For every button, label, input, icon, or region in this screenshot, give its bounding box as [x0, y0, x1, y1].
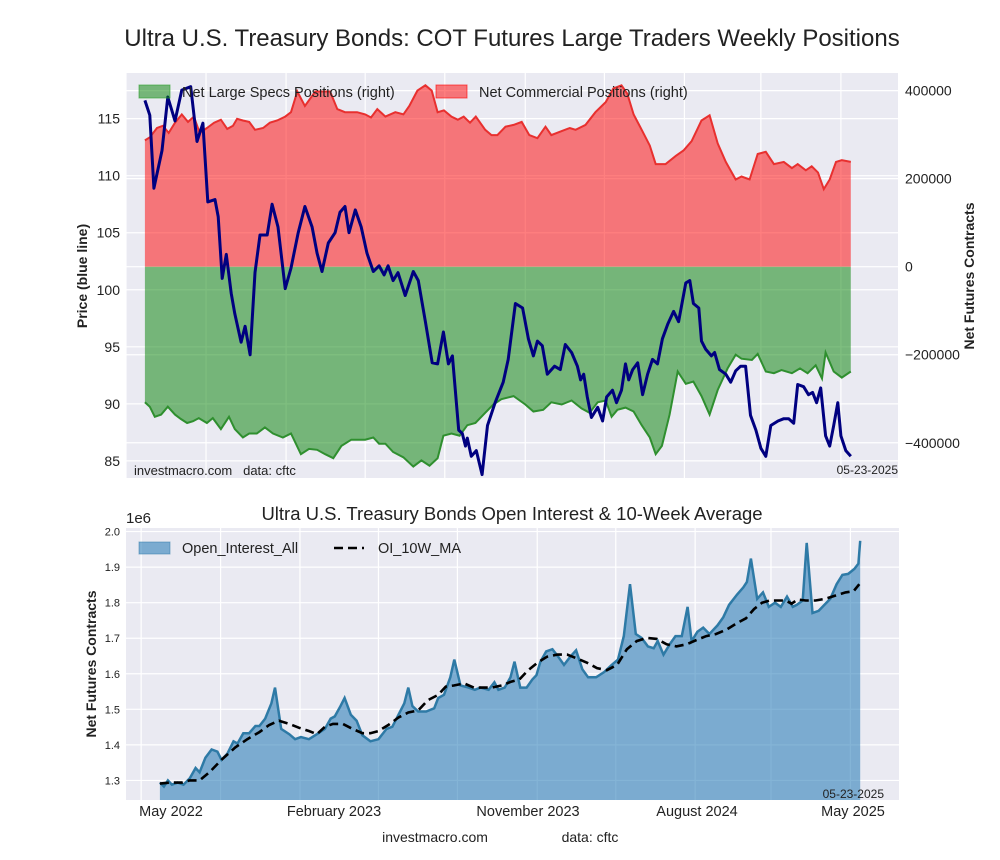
y-tick-label: 1.8: [105, 598, 120, 610]
y-tick-label: 2.0: [105, 527, 120, 539]
y-tick-label: 1.6: [105, 669, 120, 681]
right-tick-label: −200000: [905, 347, 960, 363]
x-tick-label: May 2022: [139, 804, 203, 820]
right-tick-label: −400000: [905, 435, 960, 451]
y-tick-label: 1.4: [105, 740, 120, 752]
left-tick-label: 110: [98, 168, 121, 184]
left-tick-label: 100: [97, 282, 121, 298]
bottom-y-axis-label: Net Futures Contracts: [83, 590, 99, 737]
x-tick-label: May 2025: [821, 804, 885, 820]
figure-title: Ultra U.S. Treasury Bonds: COT Futures L…: [124, 25, 899, 52]
y-offset-label: 1e6: [126, 510, 151, 527]
x-tick-label: February 2023: [287, 804, 381, 820]
legend-label-oi: Open_Interest_All: [182, 541, 298, 557]
oi-10w-ma-line: [159, 583, 861, 785]
left-tick-label: 90: [104, 396, 120, 412]
commercial-line: [144, 84, 851, 192]
bottom-chart-title: Ultra U.S. Treasury Bonds Open Interest …: [261, 503, 762, 524]
specs-line: [144, 348, 852, 468]
x-tick-label: August 2024: [656, 804, 737, 820]
right-tick-label: 0: [905, 259, 913, 275]
y-tick-label: 1.3: [105, 775, 120, 787]
y-tick-label: 1.7: [105, 633, 120, 645]
legend-label-ma: OI_10W_MA: [378, 541, 461, 557]
bottom-x-axis-ticks: May 2022 February 2023 November 2023 August…: [139, 804, 885, 820]
top-chart: 85 90 95 100 105 110 115 −400000 −200000 0 200000…: [74, 73, 977, 478]
y-tick-label: 1.5: [105, 704, 120, 716]
bottom-footer-site: investmacro.com: [382, 829, 488, 845]
left-tick-label: 95: [104, 339, 120, 355]
legend-swatch-specs: [138, 84, 171, 99]
left-axis-label: Price (blue line): [74, 224, 90, 328]
right-axis-label: Net Futures Contracts: [961, 202, 977, 349]
bottom-annotation-date: 05-23-2025: [823, 787, 885, 801]
bottom-y-axis-ticks: 1.3 1.4 1.5 1.6 1.7 1.8 1.9 2.0: [105, 527, 120, 788]
y-tick-label: 1.9: [105, 562, 120, 574]
right-tick-label: 400000: [905, 83, 952, 99]
open-interest-line: [159, 540, 862, 789]
legend-swatch-oi: [138, 541, 171, 555]
right-axis-ticks: −400000 −200000 0 200000 400000: [905, 83, 960, 451]
top-footer-source: investmacro.com data: cftc: [134, 463, 296, 478]
top-footer-date: 05-23-2025: [837, 463, 899, 477]
left-tick-label: 115: [98, 111, 121, 127]
legend-swatch-commercial: [435, 84, 468, 99]
bottom-chart: Ultra U.S. Treasury Bonds Open Interest …: [83, 503, 899, 845]
left-axis-ticks: 85 90 95 100 105 110 115: [97, 111, 121, 469]
legend-label-commercial: Net Commercial Positions (right): [479, 85, 688, 101]
right-tick-label: 200000: [905, 171, 952, 187]
legend-label-specs: Net Large Specs Positions (right): [182, 85, 395, 101]
specs-area: [144, 266, 851, 467]
commercial-area: [144, 85, 851, 267]
price-line: [143, 85, 852, 477]
left-tick-label: 105: [97, 225, 121, 241]
left-tick-label: 85: [104, 453, 120, 469]
x-tick-label: November 2023: [476, 804, 579, 820]
bottom-footer-source: data: cftc: [562, 829, 619, 845]
open-interest-area: [159, 540, 861, 800]
